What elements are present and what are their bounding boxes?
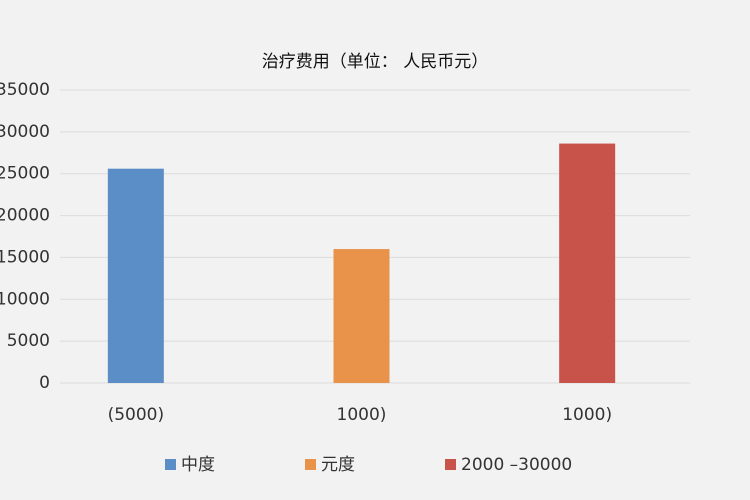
x-tick-label: 1000) <box>562 405 612 425</box>
bar <box>107 168 164 383</box>
x-tick-label: 1000) <box>337 405 387 425</box>
y-tick-label: 25000 <box>0 164 50 184</box>
y-tick-label: 35000 <box>0 80 50 100</box>
legend-label: 2000 –30000 <box>461 455 572 475</box>
legend-label: 元度 <box>321 455 355 475</box>
bar <box>333 249 390 383</box>
legend-label: 中度 <box>181 455 215 475</box>
bar <box>559 143 616 383</box>
x-tick-label: (5000) <box>108 405 165 425</box>
legend-swatch <box>305 459 316 470</box>
y-tick-label: 15000 <box>0 247 50 267</box>
y-tick-label: 30000 <box>0 122 50 142</box>
legend-swatch <box>445 459 456 470</box>
y-tick-label: 10000 <box>0 289 50 309</box>
chart-title: 治疗费用（单位： 人民币元） <box>262 52 488 72</box>
legend-swatch <box>165 459 176 470</box>
y-tick-label: 0 <box>39 373 50 393</box>
y-tick-label: 20000 <box>0 206 50 226</box>
y-tick-label: 5000 <box>7 331 50 351</box>
